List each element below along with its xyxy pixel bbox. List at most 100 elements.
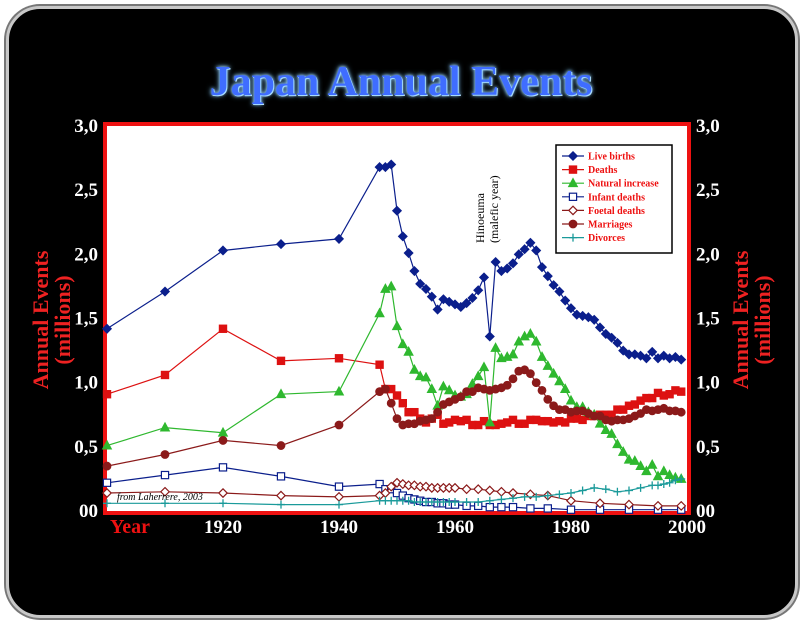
data-point — [420, 371, 432, 382]
data-point — [275, 490, 287, 501]
data-point — [218, 324, 228, 333]
series-live-births — [101, 159, 687, 365]
data-point — [484, 331, 495, 342]
data-point — [531, 245, 542, 256]
data-point — [102, 461, 112, 471]
data-point — [513, 335, 525, 346]
data-point — [665, 478, 674, 487]
data-point — [664, 469, 675, 479]
data-point — [497, 502, 506, 512]
data-point — [520, 492, 529, 501]
data-point — [647, 346, 658, 357]
data-point — [433, 407, 443, 417]
series-divorces — [103, 474, 686, 509]
data-point — [625, 486, 633, 495]
data-point — [334, 482, 344, 491]
y-axis-label-right-sub: (millions) — [750, 275, 775, 364]
data-point — [467, 292, 478, 304]
data-point — [427, 414, 437, 424]
data-point — [548, 280, 559, 291]
data-point — [507, 258, 519, 269]
x-tick-label: 1940 — [320, 517, 358, 538]
data-point — [565, 495, 577, 506]
data-point — [600, 328, 611, 339]
data-point — [594, 498, 606, 509]
data-point — [590, 483, 599, 492]
data-point — [333, 233, 345, 244]
data-point — [159, 421, 171, 432]
legend-entry: Divorces — [588, 233, 625, 244]
data-point — [462, 498, 471, 507]
data-point — [531, 378, 541, 388]
data-point — [451, 498, 459, 507]
data-point — [636, 483, 645, 492]
y-ticks-right: 00 0,5 1,0 1,5 2,0 2,5 3,0 — [696, 116, 720, 522]
data-point — [160, 450, 170, 459]
data-point — [101, 323, 113, 334]
data-point — [502, 380, 512, 390]
data-point — [103, 499, 111, 508]
data-point — [508, 374, 518, 384]
data-point — [473, 285, 484, 296]
source-note: from Laherrere, 2003 — [117, 492, 203, 503]
data-point — [461, 484, 472, 495]
data-point — [403, 248, 414, 259]
data-point — [275, 388, 287, 399]
data-point — [671, 476, 680, 485]
data-point — [449, 482, 461, 493]
y-tick-label-right: 3,0 — [696, 116, 720, 137]
data-point — [543, 491, 552, 500]
data-point — [577, 310, 588, 321]
legend-marker — [567, 150, 579, 162]
y-ticks-left: 00 0,5 1,0 1,5 2,0 2,5 3,0 — [74, 116, 98, 522]
x-tick-label: 1980 — [552, 517, 590, 538]
data-point — [374, 307, 385, 318]
data-point — [559, 383, 571, 393]
data-point — [386, 159, 397, 170]
data-point — [391, 205, 403, 216]
data-point — [578, 486, 587, 495]
data-point — [334, 420, 344, 430]
y-tick-label-left: 3,0 — [74, 116, 98, 137]
data-point — [629, 349, 640, 360]
data-point — [617, 446, 629, 456]
data-point — [473, 484, 484, 495]
data-point — [456, 392, 466, 402]
data-point — [658, 350, 669, 361]
data-point — [554, 286, 565, 297]
data-point — [334, 354, 344, 363]
data-point — [600, 424, 612, 435]
y-tick-label-right: 1,5 — [696, 309, 720, 330]
legend-marker — [568, 192, 578, 201]
data-point — [102, 478, 112, 487]
data-point — [676, 387, 686, 396]
data-point — [380, 384, 390, 394]
data-point — [677, 474, 686, 483]
data-point — [426, 291, 437, 302]
data-point — [438, 380, 449, 391]
data-point — [397, 338, 409, 349]
data-point — [526, 504, 535, 513]
data-point — [676, 407, 686, 417]
data-point — [623, 453, 635, 464]
x-tick-label: 1960 — [436, 517, 474, 538]
data-point — [530, 335, 542, 346]
data-point — [484, 416, 496, 427]
data-point — [542, 360, 554, 370]
data-point — [410, 407, 419, 417]
data-point — [159, 486, 171, 497]
legend-entry: Live births — [588, 152, 635, 163]
legend-entry: Marriages — [588, 220, 633, 231]
data-point — [502, 263, 513, 274]
data-point — [676, 500, 687, 511]
data-point — [526, 369, 535, 379]
y-tick-label-left: 2,5 — [74, 180, 98, 201]
data-point — [618, 345, 629, 356]
data-point — [560, 295, 571, 306]
y-tick-label-left: 2,0 — [74, 244, 98, 265]
y-axis-label-left-sub: (millions) — [50, 275, 75, 364]
data-point — [218, 436, 228, 445]
data-point — [542, 271, 553, 282]
data-point — [543, 394, 553, 404]
data-point — [519, 244, 530, 255]
